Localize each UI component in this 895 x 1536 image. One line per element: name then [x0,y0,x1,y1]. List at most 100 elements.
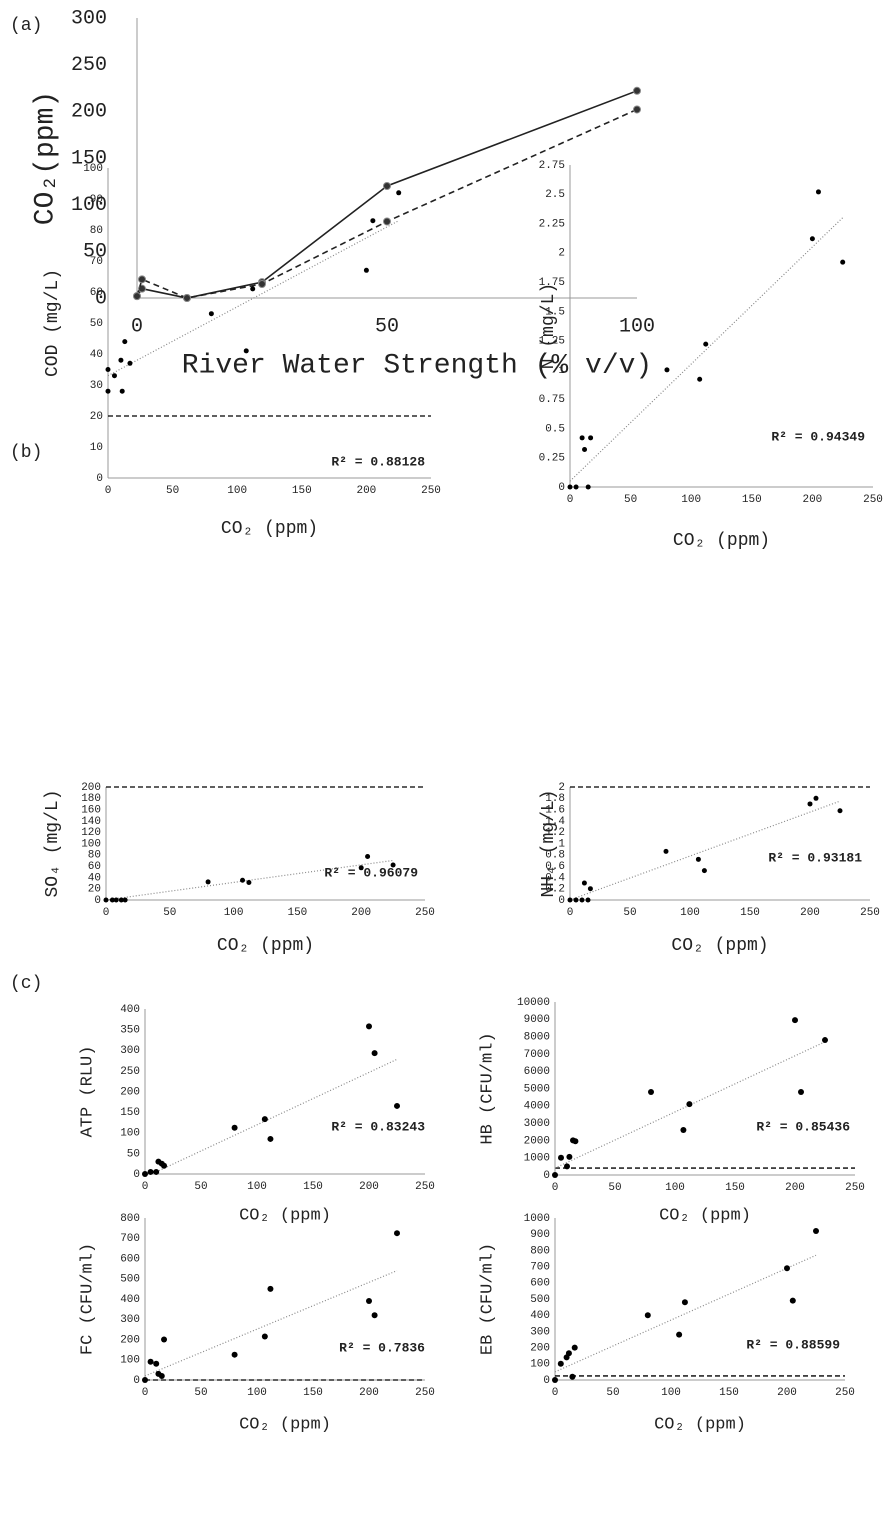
data-point [383,182,391,190]
y-tick-label: 800 [120,1213,140,1225]
y-tick-label: 1.5 [545,306,565,318]
data-point [676,1331,683,1338]
data-point [365,853,371,859]
data-point [142,1377,148,1383]
y-tick-label: 0.2 [545,884,565,896]
y-tick-label: 10000 [517,997,550,1009]
y-tick-label: 1.75 [539,277,565,289]
data-point [147,1168,154,1175]
y-tick-label: 0.75 [539,394,565,406]
y-tick-label: 60 [90,287,103,299]
data-point [573,897,579,903]
y-tick-label: 500 [120,1274,140,1286]
data-point [663,848,669,854]
y-tick-label: 2.25 [539,218,565,230]
data-point [127,360,133,366]
x-tick-label: 150 [287,907,307,919]
data-point [633,105,641,114]
data-point [648,1088,654,1095]
data-point [153,1360,160,1367]
y-tick-label: 200 [81,782,101,794]
y-tick-label: 300 [120,1045,140,1057]
x-tick-label: 50 [623,907,636,919]
data-point [582,447,588,453]
data-point [664,367,670,373]
r-squared: R² = 0.94349 [771,429,865,444]
data-point [246,879,252,885]
data-point [390,862,396,868]
x-tick-label: 0 [552,1182,559,1194]
data-point [784,1265,790,1272]
data-point [565,1350,572,1357]
y-tick-label: 6000 [524,1066,550,1078]
data-point [579,897,585,903]
x-tick-label: 100 [681,494,701,506]
x-axis-label: CO₂ (ppm) [217,936,314,956]
data-point [644,1312,651,1319]
data-point [789,1297,796,1304]
x-tick-label: 150 [303,1387,323,1399]
y-tick-label: 0.25 [539,453,565,465]
data-point [267,1135,274,1142]
x-axis-label: CO₂ (ppm) [654,1415,746,1434]
data-point [569,1373,576,1380]
y-tick-label: 180 [81,793,101,805]
data-point [109,897,115,903]
x-tick-label: 0 [567,494,574,506]
y-axis-label: CO₂(ppm) [30,91,61,225]
y-tick-label: 0.5 [545,423,565,435]
data-point [573,484,579,490]
trendline [554,1254,817,1373]
y-tick-label: 300 [530,1326,550,1338]
y-tick-label: 400 [120,1004,140,1016]
data-point [205,879,211,885]
r-squared: R² = 0.85436 [756,1119,850,1134]
y-tick-label: 50 [83,241,107,264]
panel-label: (c) [10,974,42,994]
data-point [153,1168,160,1175]
y-axis-label: FC (CFU/ml) [78,1243,97,1355]
y-tick-label: 150 [71,147,107,170]
x-tick-label: 250 [415,1181,435,1193]
y-tick-label: 120 [81,827,101,839]
y-tick-label: 60 [88,861,101,873]
data-point [557,1360,564,1367]
x-tick-label: 200 [359,1181,379,1193]
y-tick-label: 80 [88,850,101,862]
data-point [564,1163,570,1170]
y-tick-label: 0 [543,1170,550,1182]
y-tick-label: 400 [530,1310,550,1322]
y-tick-label: 350 [120,1025,140,1037]
r-squared: R² = 0.93181 [768,850,862,865]
x-tick-label: 0 [103,907,110,919]
data-point [371,1312,378,1319]
y-tick-label: 100 [81,838,101,850]
y-tick-label: 2.5 [545,189,565,201]
y-tick-label: 40 [88,872,101,884]
panel-label: (b) [10,443,42,463]
x-tick-label: 50 [194,1387,207,1399]
x-tick-label: 200 [802,494,822,506]
y-tick-label: 200 [120,1334,140,1346]
y-tick-label: 7000 [524,1049,550,1061]
y-tick-label: 800 [530,1245,550,1257]
y-tick-label: 1.25 [539,336,565,348]
data-point [366,1298,372,1305]
y-tick-label: 140 [81,816,101,828]
y-tick-label: 700 [530,1262,550,1274]
x-tick-label: 250 [415,1387,435,1399]
x-axis-label: River Water Strength (% v/v) [182,350,652,381]
x-axis-label: CO₂ (ppm) [221,519,318,539]
y-tick-label: 2.75 [539,160,565,172]
y-tick-label: 300 [120,1314,140,1326]
y-tick-label: 200 [530,1343,550,1355]
y-tick-label: 1000 [524,1153,550,1165]
data-point [118,357,124,363]
x-tick-label: 50 [606,1387,619,1399]
data-point [208,311,214,317]
x-tick-label: 0 [552,1387,559,1399]
data-point [111,373,117,379]
data-point [815,189,821,195]
x-tick-label: 200 [777,1387,797,1399]
data-point [695,856,701,862]
